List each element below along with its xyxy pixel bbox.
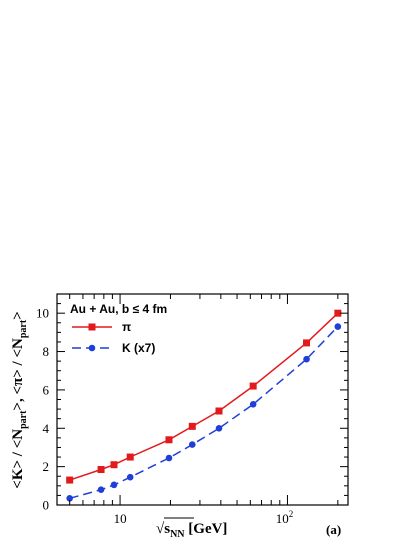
y-axis-label: <K> / <Npart>, <π> / <Npart> bbox=[10, 311, 29, 488]
data-point-pion bbox=[110, 461, 118, 469]
legend: π K (x7) bbox=[72, 320, 155, 355]
y-tick-label: 4 bbox=[43, 421, 50, 436]
data-point-pion bbox=[97, 466, 105, 474]
data-point-pion bbox=[188, 422, 196, 430]
data-point-kaon bbox=[188, 441, 196, 448]
legend-label-pion: π bbox=[122, 320, 131, 334]
data-point-kaon bbox=[165, 454, 173, 462]
data-point-kaon bbox=[110, 481, 118, 489]
data-point-pion bbox=[334, 309, 342, 317]
legend-label-kaon: K (x7) bbox=[122, 341, 155, 355]
data-point-kaon bbox=[303, 355, 310, 363]
data-point-kaon bbox=[334, 323, 342, 330]
legend-marker-kaon bbox=[88, 344, 96, 352]
y-tick-label: 8 bbox=[43, 344, 50, 359]
data-point-pion bbox=[165, 436, 173, 444]
chart-annotation: Au + Au, b ≤ 4 fm bbox=[70, 302, 167, 316]
data-point-pion bbox=[66, 476, 74, 484]
legend-marker-pion bbox=[88, 323, 96, 331]
data-point-kaon bbox=[126, 473, 134, 481]
data-point-pion bbox=[249, 382, 257, 390]
data-point-kaon bbox=[249, 400, 257, 408]
series-line-1 bbox=[69, 326, 339, 500]
panel-label: (a) bbox=[326, 522, 341, 537]
data-point-kaon bbox=[215, 424, 223, 432]
data-point-kaon bbox=[66, 494, 73, 502]
y-tick-label: 6 bbox=[43, 382, 50, 397]
data-point-kaon bbox=[97, 486, 105, 493]
x-tick-label: 10 bbox=[114, 511, 127, 526]
data-point-pion bbox=[126, 453, 134, 461]
plot-frame bbox=[56, 293, 349, 506]
y-tick-label: 10 bbox=[36, 306, 49, 321]
series-line-0 bbox=[69, 312, 339, 481]
x-axis-label: √sNN [GeV] bbox=[156, 521, 227, 540]
data-point-pion bbox=[303, 339, 311, 347]
x-tick-label: 102 bbox=[276, 509, 294, 526]
y-tick-label: 0 bbox=[43, 498, 50, 513]
y-tick-label: 2 bbox=[43, 459, 50, 474]
data-point-pion bbox=[215, 407, 223, 415]
